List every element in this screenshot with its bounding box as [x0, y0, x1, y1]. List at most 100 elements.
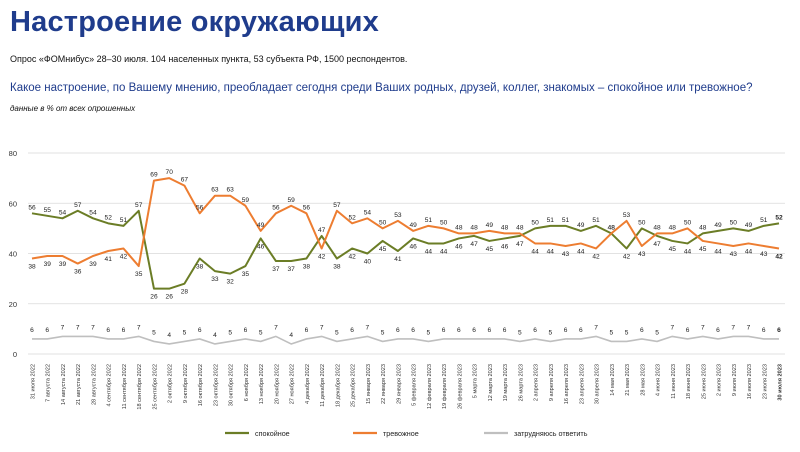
data-label: 48 [470, 224, 478, 231]
data-label: 69 [150, 172, 158, 179]
data-label: 43 [562, 251, 570, 258]
x-tick-label: 25 июня 2023 [701, 364, 707, 399]
data-label: 51 [547, 217, 555, 224]
data-label: 6 [579, 327, 583, 334]
data-label: 26 [166, 294, 174, 301]
data-label: 5 [609, 329, 613, 336]
data-label: 48 [608, 224, 616, 231]
y-tick-label: 20 [9, 300, 17, 309]
data-label: 41 [105, 256, 113, 263]
data-label: 53 [394, 212, 402, 219]
x-tick-label: 30 апреля 2023 [595, 364, 601, 404]
data-label: 56 [196, 204, 204, 211]
y-tick-label: 60 [9, 199, 17, 208]
data-label: 48 [653, 224, 661, 231]
x-tick-label: 20 ноября 2022 [274, 364, 280, 404]
data-label: 5 [625, 329, 629, 336]
data-label: 6 [350, 327, 354, 334]
data-label: 5 [152, 329, 156, 336]
data-label: 5 [228, 329, 232, 336]
x-tick-label: 27 ноября 2022 [290, 364, 296, 404]
data-label: 48 [501, 224, 509, 231]
x-tick-label: 15 января 2023 [366, 364, 372, 404]
x-tick-label: 9 октября 2022 [183, 364, 189, 403]
x-tick-label: 28 мая 2023 [640, 364, 646, 396]
data-label: 36 [74, 269, 82, 276]
data-label: 39 [89, 261, 97, 268]
data-label: 52 [775, 214, 783, 221]
legend-label: тревожное [383, 429, 419, 438]
data-label: 50 [638, 219, 646, 226]
data-label: 44 [531, 248, 539, 255]
data-label: 6 [122, 327, 126, 334]
data-label: 6 [716, 327, 720, 334]
data-label: 7 [76, 324, 80, 331]
data-label: 44 [547, 248, 555, 255]
data-label: 44 [440, 248, 448, 255]
data-label: 7 [731, 324, 735, 331]
data-label: 6 [396, 327, 400, 334]
data-label: 38 [196, 264, 204, 271]
data-label: 51 [425, 217, 433, 224]
data-label: 49 [257, 222, 265, 229]
data-label: 35 [242, 271, 250, 278]
x-tick-label: 21 августа 2022 [76, 364, 82, 405]
data-label: 5 [381, 329, 385, 336]
legend-label: спокойное [255, 429, 290, 438]
x-tick-label: 14 августа 2022 [61, 364, 67, 405]
x-tick-label: 30 октября 2022 [229, 364, 235, 406]
data-label: 57 [333, 202, 341, 209]
data-label: 6 [472, 327, 476, 334]
x-tick-label: 31 июля 2022 [31, 364, 37, 399]
data-label: 6 [533, 327, 537, 334]
x-tick-label: 16 октября 2022 [198, 364, 204, 406]
data-label: 43 [760, 251, 768, 258]
data-label: 51 [760, 217, 768, 224]
data-label: 4 [167, 332, 171, 339]
x-tick-label: 22 января 2023 [381, 364, 387, 404]
data-label: 56 [272, 204, 280, 211]
x-tick-label: 23 апреля 2023 [579, 364, 585, 404]
data-label: 50 [440, 219, 448, 226]
y-tick-label: 80 [9, 149, 17, 158]
data-label: 44 [425, 248, 433, 255]
x-tick-label: 7 августа 2022 [46, 364, 52, 402]
x-tick-label: 19 марта 2023 [503, 364, 509, 401]
data-label: 47 [516, 241, 524, 248]
x-tick-label: 25 сентября 2022 [152, 364, 158, 410]
data-label: 47 [318, 227, 326, 234]
data-label: 6 [106, 327, 110, 334]
data-label: 6 [30, 327, 34, 334]
data-label: 47 [470, 241, 478, 248]
x-tick-label: 18 декабря 2022 [335, 364, 341, 407]
x-tick-label: 29 января 2023 [396, 364, 402, 404]
data-label: 7 [670, 324, 674, 331]
data-label: 6 [244, 327, 248, 334]
data-label: 5 [548, 329, 552, 336]
x-tick-label: 5 февраля 2023 [412, 364, 418, 406]
x-tick-label: 11 июня 2023 [671, 364, 677, 399]
data-label: 57 [74, 202, 82, 209]
data-label: 49 [577, 222, 585, 229]
data-label: 6 [640, 327, 644, 334]
x-tick-label: 13 ноября 2022 [259, 364, 265, 404]
data-label: 33 [211, 276, 219, 283]
data-label: 5 [655, 329, 659, 336]
data-label: 7 [274, 324, 278, 331]
data-label: 39 [59, 261, 67, 268]
data-label: 6 [686, 327, 690, 334]
data-label: 42 [318, 253, 326, 260]
x-tick-label: 4 сентября 2022 [107, 364, 113, 407]
data-label: 6 [457, 327, 461, 334]
x-tick-label: 19 февраля 2023 [442, 364, 448, 409]
data-label: 51 [120, 217, 128, 224]
data-label: 49 [486, 222, 494, 229]
data-label: 44 [714, 248, 722, 255]
data-label: 44 [745, 248, 753, 255]
data-label: 41 [394, 256, 402, 263]
series-line-1 [31, 209, 780, 290]
data-label: 57 [135, 202, 143, 209]
data-label: 47 [653, 241, 661, 248]
data-label: 37 [287, 266, 295, 273]
x-tick-label: 25 декабря 2022 [351, 364, 357, 407]
